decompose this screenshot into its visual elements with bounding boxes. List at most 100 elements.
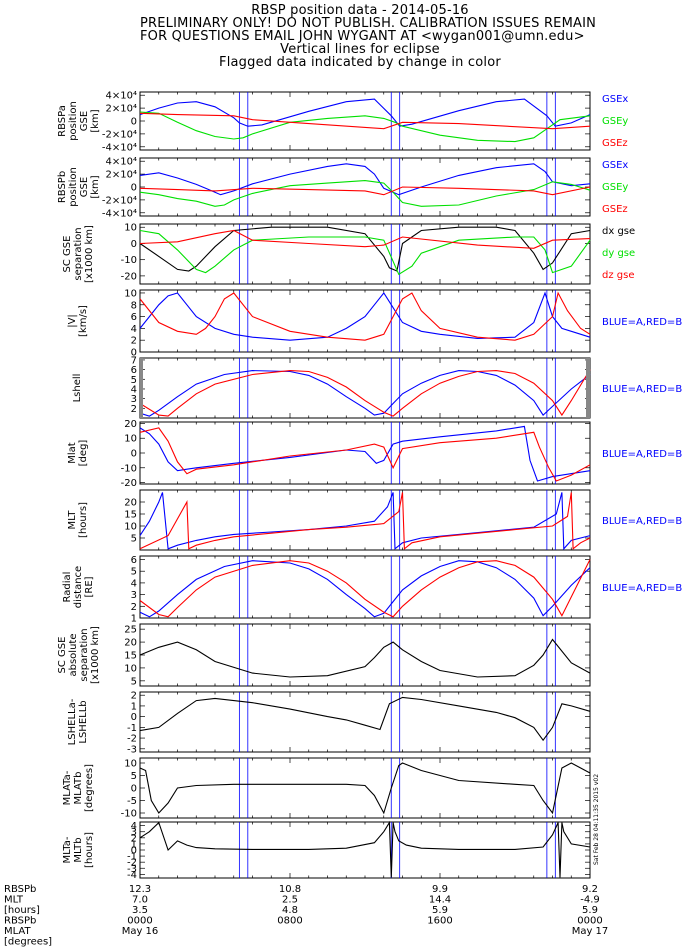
y-tick-label: -20 <box>121 271 137 282</box>
y-tick-label: 10 <box>124 663 137 674</box>
y-tick-label: -10 <box>121 809 137 820</box>
legend-entry: BLUE=A,RED=B <box>602 317 682 328</box>
y-axis-title-line: LSHELLb <box>78 700 89 743</box>
y-tick-label: -1 <box>127 723 137 734</box>
y-tick-label: 20 <box>124 638 137 649</box>
legend-entry: GSEy <box>602 116 628 127</box>
y-axis-title-line: Radial <box>62 572 73 603</box>
y-tick-label: 10 <box>124 223 137 234</box>
y-tick-label: 0 <box>131 449 137 460</box>
y-tick-label: 4×10⁴ <box>106 91 137 102</box>
y-tick-label: 1 <box>131 839 137 850</box>
y-tick-label: 1 <box>131 701 137 712</box>
series-B <box>139 559 591 618</box>
series-GSEy <box>139 111 591 143</box>
legend-entry: dy gse <box>602 248 635 259</box>
y-tick-label: -1 <box>127 852 137 863</box>
y-tick-label: 0 <box>131 784 137 795</box>
bottom-tick-value: May 16 <box>122 926 159 937</box>
y-tick-label: 0 <box>131 712 137 723</box>
y-tick-label: 5 <box>131 375 137 386</box>
y-axis-title: MLATa-MLATb[degrees] <box>62 764 95 812</box>
series-A <box>139 370 591 417</box>
y-tick-label: 10 <box>124 759 137 770</box>
y-axis-title-line: [RE] <box>84 576 95 597</box>
y-tick-label: 5 <box>131 771 137 782</box>
panel-frame <box>139 91 591 151</box>
y-axis-title-line: GSE <box>79 111 90 131</box>
bottom-tick-value: 10.8 <box>279 884 301 895</box>
series-GSEz <box>139 112 591 130</box>
panel-2: 4×10⁴2×10⁴0-2×10⁴-4×10⁴RBSPbpositionGSE[… <box>57 157 628 220</box>
bottom-row-label: [hours] <box>4 905 40 916</box>
y-tick-label: 0 <box>131 239 137 250</box>
y-axis-title-line: MLTb <box>73 837 84 862</box>
bottom-row-label: MLT <box>4 895 24 906</box>
y-axis-title-line: LSHELLa- <box>67 698 78 745</box>
y-tick-label: 6 <box>131 312 137 323</box>
y-tick-label: 3 <box>131 394 137 405</box>
bottom-tick-value: 4.8 <box>282 905 298 916</box>
bottom-row-label: MLAT <box>4 926 31 937</box>
y-axis-title: SC GSEabsoluteseparation[x1000 km] <box>57 626 101 684</box>
series-GSEy <box>139 180 591 207</box>
y-tick-label: 10 <box>124 434 137 445</box>
y-tick-label: 6 <box>131 555 137 566</box>
flag-bar <box>586 358 590 418</box>
y-axis-title-line: [x1000 km] <box>90 626 101 684</box>
y-tick-label: 2 <box>131 404 137 415</box>
series-GSEx <box>139 98 591 127</box>
y-axis-title-line: [deg] <box>78 440 89 467</box>
y-axis-title: RBSPbpositionGSE[km] <box>57 167 101 207</box>
panel-10: 210-1-2-3 LSHELLa-LSHELLb <box>67 691 591 755</box>
y-axis-title-line: position <box>68 101 79 141</box>
legend-entry: BLUE=A,RED=B <box>602 384 682 395</box>
legend-entry: dz gse <box>602 270 635 281</box>
y-axis-title-line: MLATa- <box>62 770 73 805</box>
flag-bar <box>140 358 143 418</box>
y-axis-title-line: |V| <box>67 314 78 328</box>
y-tick-label: 25 <box>124 625 137 636</box>
panel-3: 10 0 -10 -20 SC GSEseparation[x1000 km] dx gs… <box>62 223 635 285</box>
y-axis-title-line: MLT <box>67 510 78 530</box>
y-axis-title-line: [x1000 km] <box>84 225 95 283</box>
y-tick-label: -3 <box>127 744 137 755</box>
legend-entry: BLUE=A,RED=B <box>602 449 682 460</box>
series-A <box>139 425 591 482</box>
y-tick-label: 4 <box>131 384 137 395</box>
y-axis-title-line: MLTa- <box>62 836 73 863</box>
y-axis-title-line: [degrees] <box>84 764 95 812</box>
y-tick-label: -2×10⁴ <box>102 195 137 206</box>
panel-11: 105 0-5 -10 MLATa-MLATb[degrees] <box>62 757 591 820</box>
bottom-tick-value: 9.2 <box>582 884 598 895</box>
series-A <box>139 291 591 341</box>
y-axis-title-line: separation <box>79 628 90 681</box>
series-B <box>139 427 591 482</box>
series-sep <box>139 638 591 678</box>
y-tick-label: 8 <box>131 300 137 311</box>
y-tick-label: 5 <box>131 567 137 578</box>
y-axis-title-line: Lshell <box>72 374 83 403</box>
series-dL <box>139 696 591 742</box>
header-line-1: RBSP position data - 2014-05-16 <box>251 3 469 18</box>
y-tick-label: 2 <box>131 833 137 844</box>
y-tick-label: 2×10⁴ <box>106 170 137 181</box>
y-axis-title-line: SC GSE <box>62 236 73 273</box>
y-axis-title-line: [hours] <box>84 832 95 868</box>
bottom-row-label: RBSPb <box>4 916 36 927</box>
y-axis-title: SC GSEseparation[x1000 km] <box>62 225 95 283</box>
y-tick-label: 0 <box>131 846 137 857</box>
y-tick-label: 2 <box>131 602 137 613</box>
panel-frame <box>139 289 591 353</box>
y-tick-label: -4×10⁴ <box>102 142 137 153</box>
panel-frame <box>139 757 591 819</box>
y-axis-title-line: separation <box>73 227 84 280</box>
y-tick-label: 2 <box>131 691 137 702</box>
legend-entry: GSEx <box>602 94 628 105</box>
y-axis-title-line: distance <box>73 566 84 608</box>
y-axis-title-line: [km/s] <box>78 305 89 337</box>
